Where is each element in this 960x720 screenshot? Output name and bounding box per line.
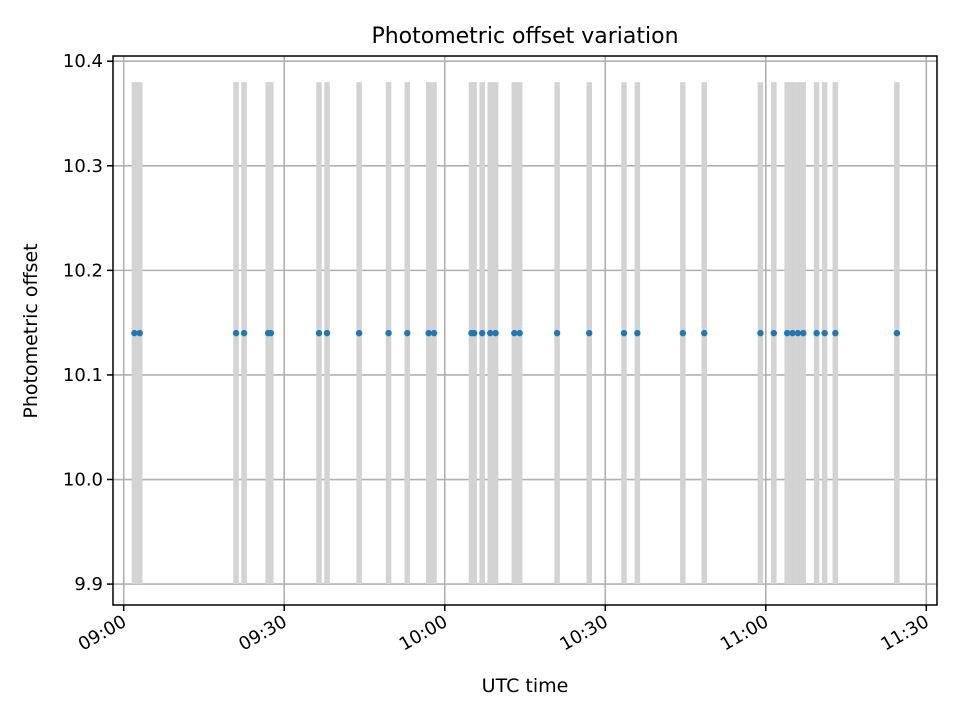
data-point — [136, 329, 143, 337]
y-tick-label: 10.2 — [63, 260, 103, 281]
data-point — [586, 329, 593, 337]
data-point — [553, 329, 561, 337]
x-tick-label: 11:30 — [877, 611, 932, 655]
data-point — [679, 329, 687, 337]
data-point — [794, 329, 802, 337]
data-point — [323, 329, 331, 337]
data-point — [634, 329, 641, 337]
data-point — [267, 329, 275, 337]
data-point — [701, 329, 708, 337]
data-point — [511, 329, 518, 337]
data-point — [315, 329, 323, 337]
y-tick-label: 10.3 — [63, 156, 103, 177]
plot-frame — [112, 55, 938, 606]
y-tick-label: 9.9 — [74, 574, 103, 595]
data-point — [487, 329, 494, 337]
data-point — [821, 329, 828, 337]
data-point — [813, 329, 820, 337]
data-point — [770, 329, 778, 337]
data-point — [783, 329, 791, 337]
data-point — [240, 329, 248, 337]
y-tick-label: 10.4 — [63, 51, 103, 72]
x-tick-label: 10:00 — [396, 611, 451, 655]
y-tick-label: 10.0 — [63, 470, 103, 491]
data-point — [620, 329, 628, 337]
x-tick-label: 09:30 — [235, 611, 290, 655]
data-point — [832, 329, 839, 337]
data-point — [404, 329, 411, 337]
data-point — [425, 329, 432, 337]
data-point — [232, 329, 240, 337]
data-point — [385, 329, 392, 337]
data-point — [789, 329, 796, 337]
x-tick-label: 11:00 — [717, 611, 772, 655]
data-point — [478, 329, 486, 337]
data-point — [757, 329, 764, 337]
data-point — [893, 329, 901, 337]
x-tick-label: 09:00 — [75, 611, 130, 655]
data-point — [470, 329, 478, 337]
data-point — [355, 329, 363, 337]
x-axis-label: UTC time — [482, 675, 569, 697]
data-point — [800, 329, 807, 337]
data-point — [492, 329, 499, 337]
data-points — [131, 329, 901, 337]
data-point — [131, 329, 138, 337]
y-axis-label: Photometric offset — [20, 243, 42, 418]
chart-title: Photometric offset variation — [371, 24, 678, 49]
y-tick-label: 10.1 — [63, 365, 103, 386]
data-point — [516, 329, 523, 337]
x-tick-label: 10:30 — [556, 611, 611, 655]
data-point — [430, 329, 438, 337]
